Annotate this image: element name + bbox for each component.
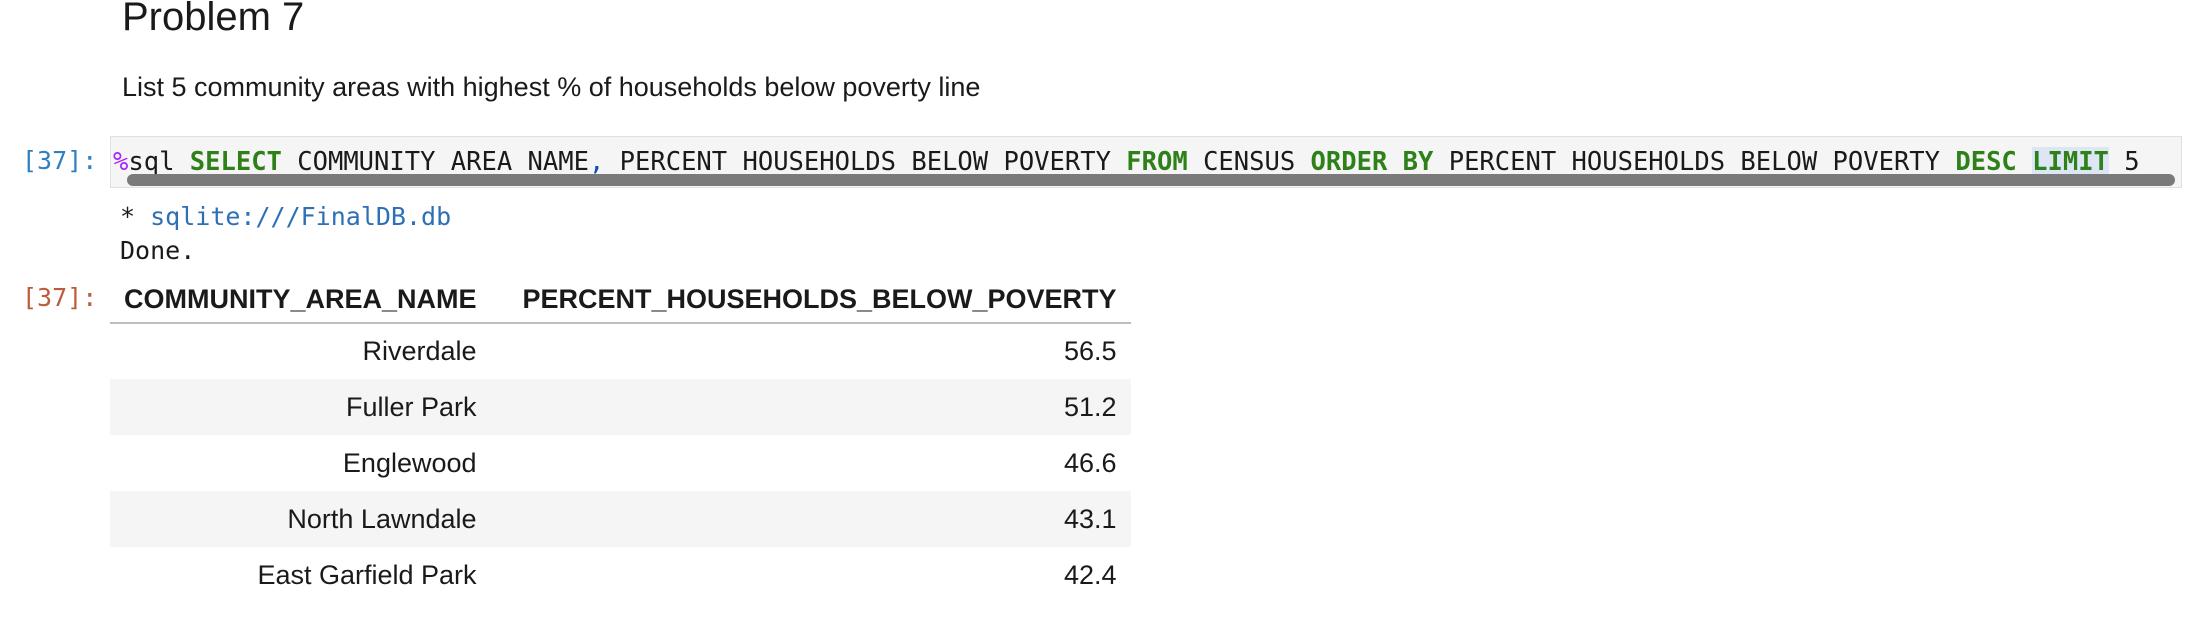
order-by-keyword: ORDER BY — [1310, 147, 1434, 177]
community-area-cell: East Garfield Park — [257, 559, 477, 590]
table-row: North Lawndale 43.1 — [110, 491, 1131, 547]
community-area-cell: North Lawndale — [110, 491, 491, 547]
poverty-percent-cell: 42.4 — [1063, 559, 1117, 590]
column-name: PERCENT_HOUSEHOLDS_BELOW_POVERTY — [604, 147, 1127, 177]
select-keyword: SELECT — [189, 147, 282, 177]
output-prompt: [37]: — [22, 283, 98, 312]
result-table: COMMUNITY_AREA_NAME PERCENT_HOUSEHOLDS_B… — [110, 276, 1131, 603]
horizontal-scrollbar[interactable] — [127, 174, 2175, 186]
poverty-percent-cell: 43.1 — [490, 491, 1131, 547]
output-connection-line: * sqlite:///FinalDB.db — [120, 201, 451, 233]
poverty-percent-cell: 56.5 — [1063, 336, 1117, 366]
table-row: East Garfield Park 42.4 — [110, 547, 1131, 603]
column-name: COMMUNITY_AREA_NAME — [281, 147, 589, 177]
output-done: Done. — [120, 236, 196, 265]
comma: , — [588, 147, 605, 177]
markdown-heading: Problem 7 — [122, 0, 305, 39]
magic-name: sql — [128, 147, 190, 177]
asterisk: * — [120, 202, 151, 231]
from-keyword: FROM — [1126, 147, 1188, 177]
code-line[interactable]: %sql SELECT COMMUNITY_AREA_NAME, PERCENT… — [113, 147, 2140, 177]
community-area-cell: Riverdale — [362, 336, 477, 366]
markdown-description: List 5 community areas with highest % of… — [122, 72, 981, 102]
poverty-percent-cell: 46.6 — [1063, 447, 1117, 478]
table-name: CENSUS — [1187, 147, 1311, 177]
limit-value: 5 — [2108, 147, 2140, 177]
column-header: PERCENT_HOUSEHOLDS_BELOW_POVERTY — [490, 276, 1131, 324]
input-prompt: [37]: — [22, 146, 98, 175]
community-area-cell: Fuller Park — [110, 379, 491, 435]
space — [2017, 147, 2032, 177]
limit-keyword: LIMIT — [2032, 147, 2109, 177]
table-row: Fuller Park 51.2 — [110, 379, 1131, 435]
magic-symbol: % — [113, 147, 129, 177]
database-link[interactable]: sqlite:///FinalDB.db — [150, 202, 452, 231]
column-header: COMMUNITY_AREA_NAME — [110, 276, 491, 324]
table-row: Englewood 46.6 — [110, 435, 1131, 491]
table-header-row: COMMUNITY_AREA_NAME PERCENT_HOUSEHOLDS_B… — [110, 276, 1131, 324]
poverty-percent-cell: 51.2 — [490, 379, 1131, 435]
community-area-cell: Englewood — [342, 447, 477, 478]
table-row: Riverdale 56.5 — [110, 323, 1131, 379]
code-cell-editor[interactable]: %sql SELECT COMMUNITY_AREA_NAME, PERCENT… — [110, 136, 2182, 188]
order-column: PERCENT_HOUSEHOLDS_BELOW_POVERTY — [1433, 147, 1956, 177]
desc-keyword: DESC — [1955, 147, 2017, 177]
